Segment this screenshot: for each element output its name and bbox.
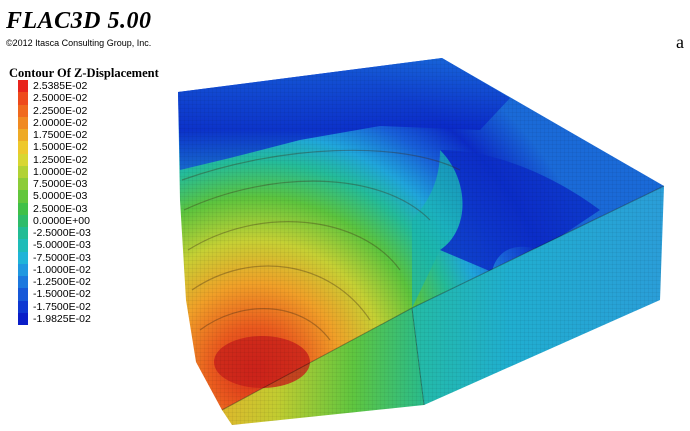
legend-row: 1.2500E-02 <box>18 153 91 166</box>
legend-label: 5.0000E-03 <box>33 190 88 203</box>
legend-label: 2.5000E-02 <box>33 92 88 105</box>
legend-swatch <box>18 263 28 276</box>
legend-label: -5.0000E-03 <box>33 239 91 252</box>
legend-row: -5.0000E-03 <box>18 239 91 252</box>
copyright-text: ©2012 Itasca Consulting Group, Inc. <box>6 38 152 48</box>
legend-label: -1.7500E-02 <box>33 300 91 313</box>
legend-label: 1.7500E-02 <box>33 129 88 142</box>
legend-swatch <box>18 178 28 191</box>
legend-row: 1.7500E-02 <box>18 129 91 142</box>
legend: 2.5385E-02 2.5000E-02 2.2500E-02 2.0000E-02… <box>18 80 91 325</box>
figure-label: a <box>676 32 684 52</box>
legend-row: 2.2500E-02 <box>18 104 91 117</box>
legend-label: 1.0000E-02 <box>33 165 88 178</box>
legend-swatch <box>18 141 28 154</box>
legend-label: 1.2500E-02 <box>33 153 88 166</box>
legend-label: 2.2500E-02 <box>33 104 88 117</box>
app-title: FLAC3D 5.00 <box>6 8 152 34</box>
legend-row: 2.0000E-02 <box>18 116 91 129</box>
legend-row: 2.5000E-03 <box>18 202 91 215</box>
legend-swatch <box>18 300 28 313</box>
legend-label: 7.5000E-03 <box>33 178 88 191</box>
legend-swatch <box>18 239 28 252</box>
legend-swatch <box>18 129 28 142</box>
legend-title: Contour Of Z-Displacement <box>9 66 159 80</box>
legend-swatch <box>18 227 28 240</box>
legend-label: -1.0000E-02 <box>33 263 91 276</box>
legend-label: 1.5000E-02 <box>33 141 88 154</box>
legend-swatch <box>18 288 28 301</box>
legend-swatch <box>18 276 28 289</box>
legend-label: -1.2500E-02 <box>33 276 91 289</box>
legend-swatch <box>18 80 28 93</box>
legend-row: 5.0000E-03 <box>18 190 91 203</box>
legend-row: 2.5385E-02 <box>18 80 91 93</box>
legend-swatch <box>18 312 28 325</box>
legend-swatch <box>18 92 28 105</box>
legend-swatch <box>18 104 28 117</box>
legend-row: -1.7500E-02 <box>18 300 91 313</box>
legend-row: 2.5000E-02 <box>18 92 91 105</box>
legend-row: 1.0000E-02 <box>18 165 91 178</box>
legend-label: -1.9825E-02 <box>33 312 91 325</box>
legend-swatch <box>18 214 28 227</box>
legend-label: 2.5000E-03 <box>33 202 88 215</box>
legend-row: -7.5000E-03 <box>18 251 91 264</box>
legend-row: 0.0000E+00 <box>18 214 91 227</box>
legend-label: -1.5000E-02 <box>33 288 91 301</box>
legend-label: 2.5385E-02 <box>33 80 88 93</box>
legend-label: 2.0000E-02 <box>33 116 88 129</box>
legend-swatch <box>18 116 28 129</box>
legend-swatch <box>18 190 28 203</box>
legend-row: -1.2500E-02 <box>18 276 91 289</box>
legend-label: -7.5000E-03 <box>33 251 91 264</box>
legend-swatch <box>18 165 28 178</box>
legend-swatch <box>18 202 28 215</box>
legend-swatch <box>18 153 28 166</box>
legend-row: -1.9825E-02 <box>18 312 91 325</box>
legend-row: 1.5000E-02 <box>18 141 91 154</box>
legend-swatch <box>18 251 28 264</box>
legend-label: 0.0000E+00 <box>33 214 90 227</box>
legend-row: -1.5000E-02 <box>18 288 91 301</box>
legend-row: -2.5000E-03 <box>18 227 91 240</box>
legend-row: -1.0000E-02 <box>18 263 91 276</box>
legend-row: 7.5000E-03 <box>18 178 91 191</box>
legend-label: -2.5000E-03 <box>33 227 91 240</box>
